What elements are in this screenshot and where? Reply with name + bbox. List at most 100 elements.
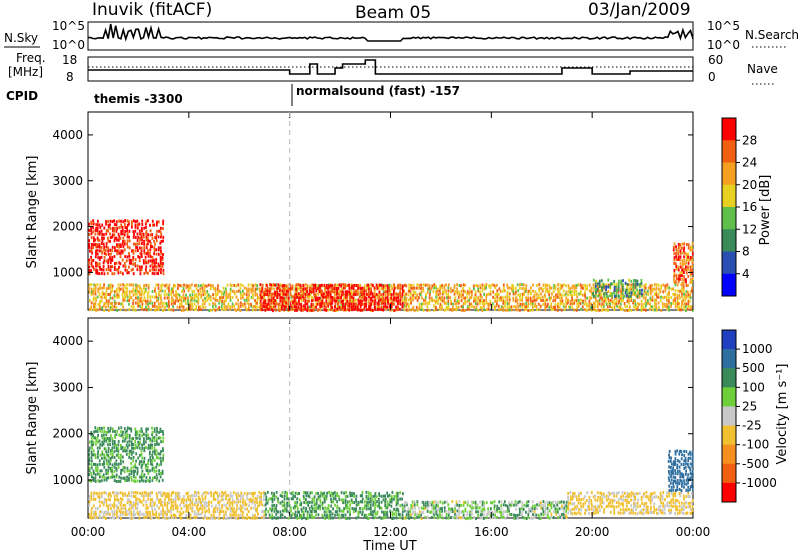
power-cell [557,305,559,309]
velocity-cell [130,513,133,517]
power-cell [367,292,370,296]
power-cell [453,284,456,288]
velocity-cell [107,492,110,496]
velocity-cell [218,512,221,516]
power-cell [604,296,607,300]
power-cell [259,308,262,312]
power-cell [267,299,270,303]
power-cell [136,226,139,230]
velocity-cell [573,492,576,495]
velocity-cell [292,506,295,510]
power-cell [277,292,279,296]
velocity-cell [426,500,429,504]
power-cell [97,256,100,260]
power-cell [685,265,687,269]
power-cell [187,286,190,290]
velocity-cell [455,500,458,504]
power-cell [285,293,288,297]
power-cell [500,305,503,309]
velocity-cell [286,494,288,498]
power-cell [92,265,95,269]
velocity-cell [575,507,578,511]
freq-label: Freq. [16,51,46,65]
power-cell [124,265,127,269]
velocity-cell [282,509,284,513]
power-cell [369,298,372,302]
velocity-cell [147,472,150,476]
velocity-cell [156,442,158,446]
power-cell [361,299,363,303]
power-cell [561,293,563,297]
power-cell [318,290,321,293]
power-cell [90,290,93,294]
power-cell [514,292,517,296]
power-cell [266,293,268,296]
power-cell [651,298,654,302]
velocity-cell [365,504,368,508]
velocity-cell [357,510,360,514]
power-cell [290,295,293,299]
power-cell [319,308,322,312]
power-cell [536,283,538,287]
power-cell [363,305,366,309]
velocity-cell [550,512,553,516]
nsky-label: N.Sky [4,31,38,45]
velocity-cell [235,501,238,505]
velocity-cell [191,500,193,504]
power-cell [119,308,122,312]
velocity-cell [193,503,196,507]
power-cell [143,249,146,253]
power-cell [291,286,293,290]
velocity-cell [372,516,375,520]
power-cell [300,298,303,302]
power-cell [333,308,336,312]
power-cell [130,261,133,265]
power-cell [500,298,503,302]
velocity-cell [126,469,129,473]
velocity-cell [149,504,152,508]
power-cell [117,268,120,272]
power-cell [157,262,160,266]
velocity-cell [111,491,114,495]
power-cell [168,283,171,287]
velocity-cell [315,513,317,517]
velocity-cell [567,495,569,499]
power-cell [338,290,341,294]
velocity-cell [349,503,351,507]
power-cell [283,307,286,311]
power-cell [105,252,108,256]
velocity-cell [88,469,91,473]
velocity-cell [140,449,143,453]
velocity-cell [254,500,256,504]
power-cell [102,265,105,269]
velocity-cell [441,516,444,520]
power-cell [466,292,469,296]
power-cell [346,290,349,294]
velocity-cell [128,509,131,513]
power-cell [485,298,488,302]
power-cell [573,308,576,312]
velocity-cell [112,512,114,516]
power-cell [126,269,129,273]
power-cell [418,307,420,311]
power-cell [474,293,477,297]
velocity-cell [90,516,93,520]
power-cell [469,296,471,300]
power-cell [628,283,630,287]
velocity-cell [275,512,278,516]
power-cell [109,223,111,227]
velocity-cell [98,479,101,483]
velocity-cell [136,436,139,440]
power-cell [350,305,353,309]
velocity-cell [491,501,494,505]
velocity-cell [250,506,252,510]
velocity-cell [286,501,288,505]
velocity-cell [343,491,345,495]
velocity-cell [515,503,518,507]
power-cell [544,295,547,299]
velocity-cell [195,500,198,504]
power-cell [302,308,304,312]
power-cell [113,290,116,294]
power-cell [111,249,113,253]
